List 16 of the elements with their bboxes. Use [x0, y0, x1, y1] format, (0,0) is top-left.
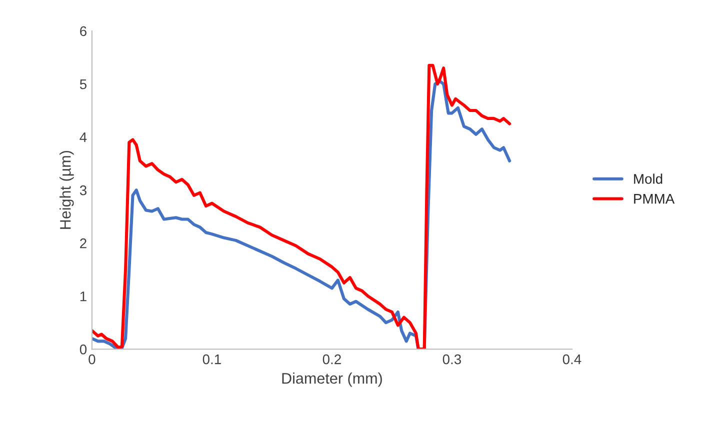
y-tick-label: 3 [80, 185, 86, 196]
x-axis-title: Diameter (mm) [282, 372, 382, 387]
y-tick-label: 5 [80, 79, 87, 90]
y-tick-label: 2 [80, 238, 86, 248]
legend-label: PMMA [634, 194, 675, 204]
x-tick-label: 0.1 [202, 354, 221, 364]
x-tick-label: 0.2 [322, 354, 341, 364]
x-tick-label: 0.4 [562, 354, 582, 364]
y-axis-title: Height (µm) [60, 150, 74, 229]
x-tick-label: 0 [88, 354, 96, 364]
x-tick-label: 0.3 [442, 354, 461, 364]
y-tick-label: 6 [80, 26, 86, 36]
y-tick-label: 1 [80, 292, 86, 302]
legend-label: Mold [634, 174, 662, 184]
y-tick-label: 0 [80, 344, 87, 354]
y-tick-label: 4 [80, 132, 87, 142]
